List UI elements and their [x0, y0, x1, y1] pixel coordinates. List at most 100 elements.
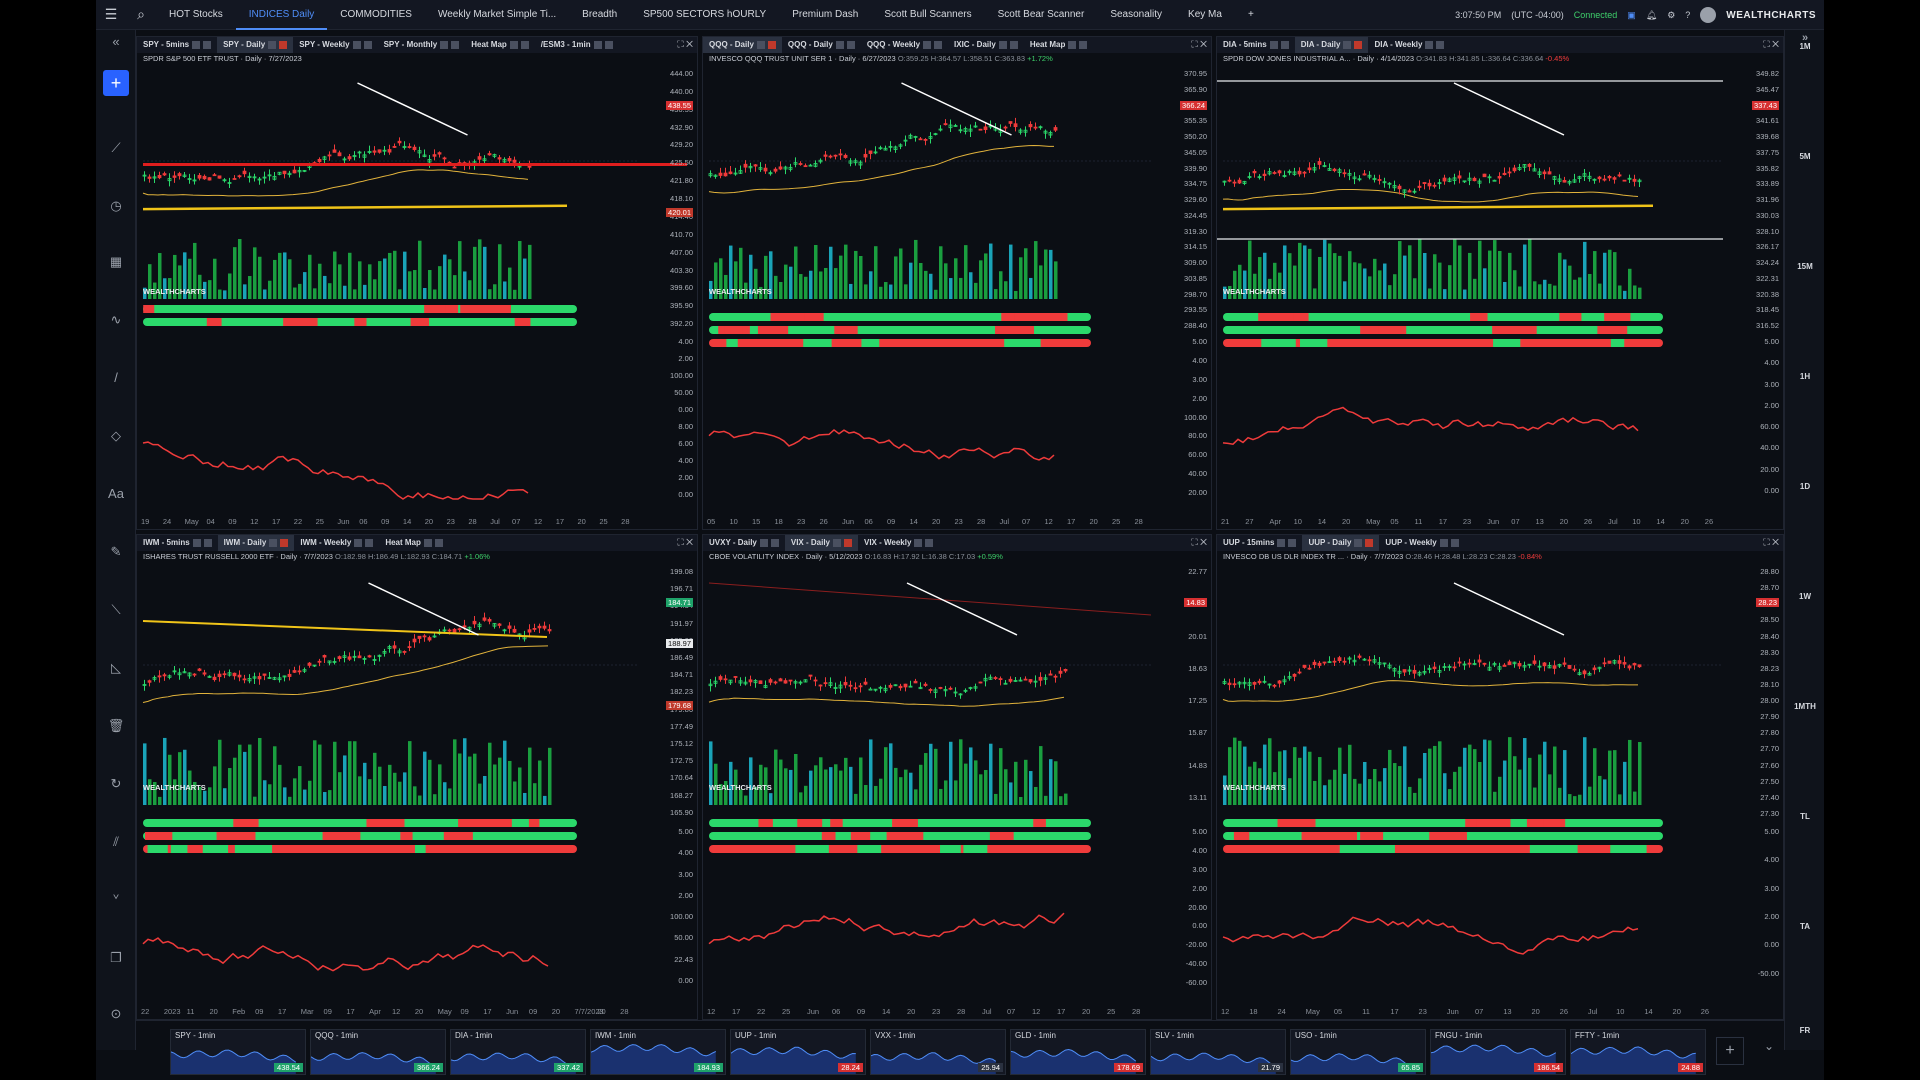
maximize-icon[interactable]: ⛶	[1191, 537, 1198, 547]
maximize-icon[interactable]: ⛶	[677, 39, 684, 49]
pattern-icon[interactable]: ᘁ	[112, 892, 120, 907]
settings-icon[interactable]	[1269, 40, 1278, 49]
add-tab-button[interactable]: +	[1247, 8, 1254, 20]
calendar-icon[interactable]: ▦	[109, 254, 123, 269]
panel-tab[interactable]: SPY - 5mins	[137, 37, 217, 53]
trend-icon[interactable]: ∿	[110, 312, 122, 327]
template-icon[interactable]	[434, 538, 443, 547]
panel-tab[interactable]: QQQ - Daily	[703, 37, 782, 53]
collapse-right-icon[interactable]: »	[1801, 32, 1809, 44]
layout-tab[interactable]: Key Ma	[1188, 8, 1222, 20]
template-icon[interactable]	[520, 40, 529, 49]
price-chart[interactable]	[703, 37, 1212, 530]
template-icon[interactable]	[767, 40, 776, 49]
add-watch-button[interactable]: +	[1716, 1037, 1744, 1065]
panel-tab[interactable]: Heat Map	[465, 37, 535, 53]
chart-panel[interactable]: SPY - 5mins SPY - Daily SPY - Weekly SPY - …	[136, 36, 698, 530]
panel-tab[interactable]: QQQ - Weekly	[861, 37, 948, 53]
trash-icon[interactable]: 🗑︎	[107, 718, 125, 733]
layout-tab[interactable]: COMMODITIES	[340, 8, 412, 20]
indicator-icon[interactable]: ⫽	[113, 834, 119, 849]
settings-icon[interactable]	[593, 40, 602, 49]
watchlist-tile[interactable]: IWM - 1min 184.93	[590, 1029, 726, 1075]
template-icon[interactable]	[770, 538, 779, 547]
template-icon[interactable]	[365, 538, 374, 547]
settings-icon[interactable]	[440, 40, 449, 49]
panel-tab[interactable]: SPY - Monthly	[378, 37, 466, 53]
chart-panel[interactable]: IWM - 5mins IWM - Daily IWM - Weekly Heat M…	[136, 534, 698, 1020]
gear-icon[interactable]: ⚙	[1667, 9, 1676, 20]
chart-panel[interactable]: QQQ - Daily QQQ - Daily QQQ - Weekly IXIC -…	[702, 36, 1212, 530]
watchlist-tile[interactable]: UUP - 1min 28.24	[730, 1029, 866, 1075]
settings-icon[interactable]	[192, 40, 201, 49]
settings-icon[interactable]	[192, 538, 201, 547]
chart-panel[interactable]: DIA - 5mins DIA - Daily DIA - Weekly ⛶ ✕ SPD…	[1216, 36, 1784, 530]
panel-tab[interactable]: IXIC - Daily	[948, 37, 1024, 53]
settings-icon[interactable]	[835, 40, 844, 49]
settings-icon[interactable]	[1425, 40, 1434, 49]
close-icon[interactable]: ✕	[1772, 39, 1779, 49]
close-icon[interactable]: ✕	[686, 39, 693, 49]
save-icon[interactable]: ▣	[1627, 9, 1636, 20]
layout-tab[interactable]: Breadth	[582, 8, 618, 20]
interval-option[interactable]: TA	[1799, 922, 1811, 931]
settings-icon[interactable]	[923, 40, 932, 49]
menu-icon[interactable]: ☰	[104, 6, 118, 22]
interval-option[interactable]: 1H	[1799, 372, 1811, 381]
watchlist-tile[interactable]: SLV - 1min 21.79	[1150, 1029, 1286, 1075]
watchlist-tile[interactable]: GLD - 1min 178.69	[1010, 1029, 1146, 1075]
search-icon[interactable]: ⌕	[137, 6, 145, 22]
layout-tab[interactable]: Premium Dash	[792, 8, 859, 20]
template-icon[interactable]	[363, 40, 372, 49]
panel-tab[interactable]: Heat Map	[1024, 37, 1094, 53]
watchlist-tile[interactable]: FFTY - 1min 24.88	[1570, 1029, 1706, 1075]
layout-tab[interactable]: Scott Bull Scanners	[884, 8, 972, 20]
template-icon[interactable]	[1365, 538, 1374, 547]
template-icon[interactable]	[279, 40, 288, 49]
close-icon[interactable]: ✕	[1772, 537, 1779, 547]
template-icon[interactable]	[934, 40, 943, 49]
replay-icon[interactable]: ⊙	[110, 1006, 122, 1021]
template-icon[interactable]	[1079, 40, 1088, 49]
panel-tab[interactable]: VIX - Weekly	[858, 535, 939, 551]
shapes-icon[interactable]: ◇	[111, 428, 121, 443]
settings-icon[interactable]	[1343, 40, 1352, 49]
copy-icon[interactable]: ❐	[110, 950, 122, 965]
interval-option[interactable]: FR	[1799, 1026, 1811, 1035]
template-icon[interactable]	[604, 40, 613, 49]
template-icon[interactable]	[1450, 538, 1459, 547]
template-icon[interactable]	[846, 40, 855, 49]
panel-tab[interactable]: IWM - Daily	[217, 535, 295, 551]
panel-tab[interactable]: UVXY - Daily	[703, 535, 785, 551]
watchlist-tile[interactable]: USO - 1min 65.85	[1290, 1029, 1426, 1075]
settings-icon[interactable]	[833, 538, 841, 547]
panel-tab[interactable]: SPY - Daily	[217, 37, 294, 53]
panel-tab[interactable]: UUP - 15mins	[1217, 535, 1302, 551]
panel-tab[interactable]: UUP - Daily	[1302, 535, 1380, 551]
maximize-icon[interactable]: ⛶	[1763, 537, 1770, 547]
pencil-icon[interactable]: ✎	[110, 544, 122, 559]
price-chart[interactable]	[1217, 37, 1784, 530]
settings-icon[interactable]	[1068, 40, 1077, 49]
panel-tab[interactable]: DIA - Weekly	[1368, 37, 1450, 53]
text-tool-icon[interactable]: Aa	[108, 486, 124, 501]
settings-icon[interactable]	[268, 40, 277, 49]
template-icon[interactable]	[925, 538, 934, 547]
price-chart[interactable]	[137, 535, 698, 1020]
help-icon[interactable]: ?	[1685, 10, 1691, 20]
watchlist-tile[interactable]: VXX - 1min 25.94	[870, 1029, 1006, 1075]
panel-tab[interactable]: QQQ - Daily	[782, 37, 861, 53]
bell-icon[interactable]: 🔔︎	[1645, 9, 1658, 20]
maximize-icon[interactable]: ⛶	[1191, 39, 1198, 49]
settings-icon[interactable]	[352, 40, 361, 49]
chart-panel[interactable]: UUP - 15mins UUP - Daily UUP - Weekly ⛶ ✕ IN…	[1216, 534, 1784, 1020]
template-icon[interactable]	[1009, 40, 1018, 49]
close-icon[interactable]: ✕	[1200, 537, 1207, 547]
refresh-icon[interactable]: ↻	[110, 776, 122, 791]
chart-type-icon[interactable]: ⟋	[111, 140, 121, 155]
price-chart[interactable]	[703, 535, 1212, 1020]
template-icon[interactable]	[844, 538, 852, 547]
settings-icon[interactable]	[1277, 538, 1286, 547]
interval-option[interactable]: TL	[1800, 812, 1810, 821]
close-icon[interactable]: ✕	[1200, 39, 1207, 49]
